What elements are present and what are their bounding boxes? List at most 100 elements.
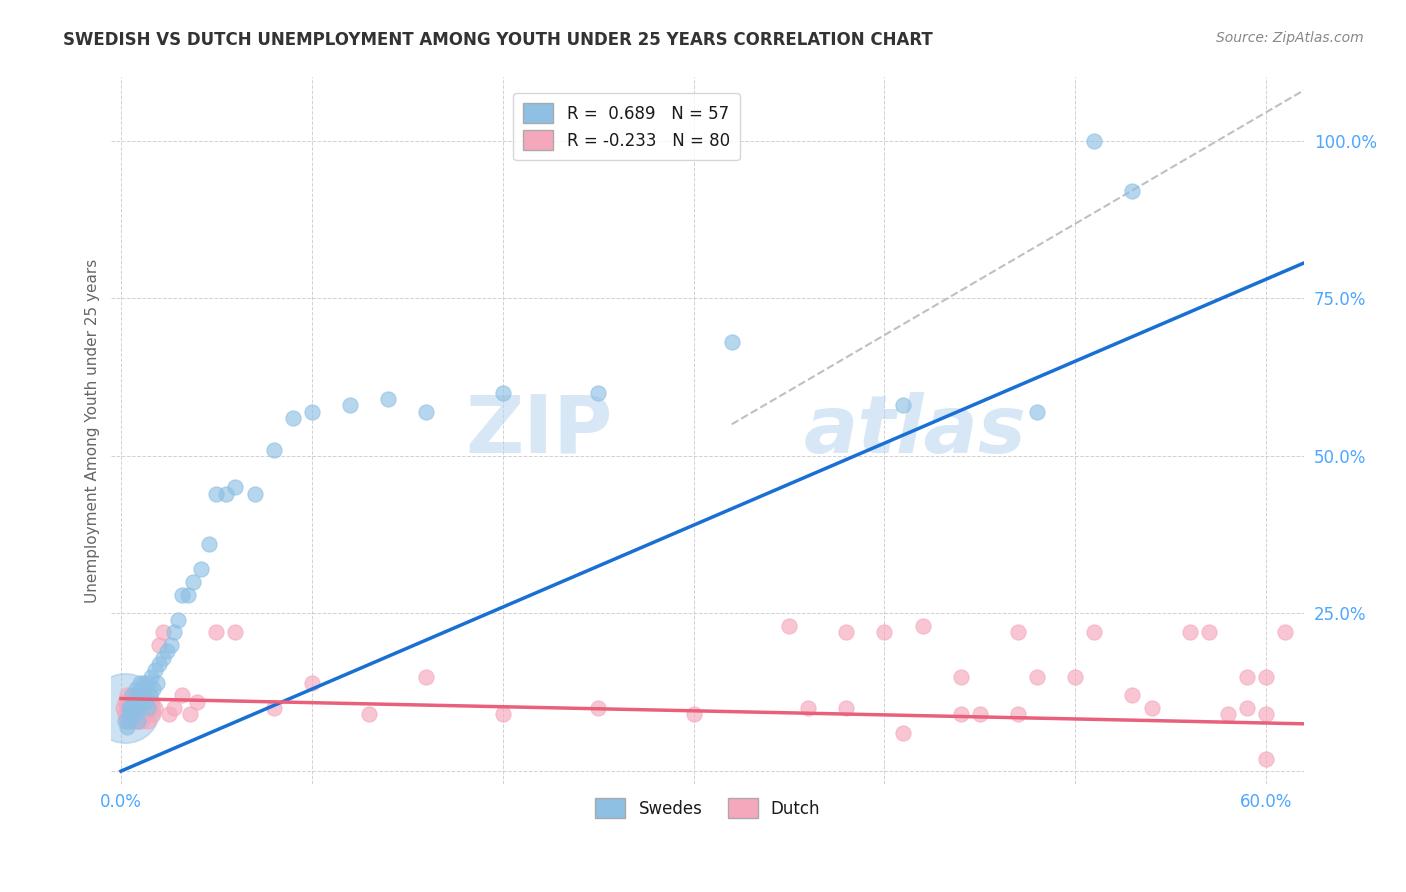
- Point: [339, 398, 361, 412]
- Point: [1026, 669, 1049, 683]
- Point: [124, 695, 146, 709]
- Point: [835, 701, 858, 715]
- Point: [157, 707, 180, 722]
- Point: [281, 411, 304, 425]
- Point: [148, 638, 170, 652]
- Point: [124, 707, 146, 722]
- Point: [835, 625, 858, 640]
- Point: [117, 695, 139, 709]
- Point: [121, 707, 143, 722]
- Point: [129, 689, 152, 703]
- Point: [127, 707, 149, 722]
- Point: [135, 695, 157, 709]
- Point: [115, 720, 138, 734]
- Point: [1064, 669, 1087, 683]
- Point: [969, 707, 991, 722]
- Point: [205, 625, 228, 640]
- Point: [114, 707, 136, 722]
- Text: SWEDISH VS DUTCH UNEMPLOYMENT AMONG YOUTH UNDER 25 YEARS CORRELATION CHART: SWEDISH VS DUTCH UNEMPLOYMENT AMONG YOUT…: [63, 31, 934, 49]
- Point: [377, 392, 399, 406]
- Point: [120, 714, 142, 728]
- Point: [129, 701, 152, 715]
- Point: [114, 695, 136, 709]
- Point: [142, 682, 165, 697]
- Point: [121, 714, 143, 728]
- Point: [179, 707, 201, 722]
- Point: [1007, 707, 1029, 722]
- Point: [135, 707, 157, 722]
- Point: [141, 695, 163, 709]
- Point: [1007, 625, 1029, 640]
- Point: [224, 625, 246, 640]
- Point: [163, 701, 186, 715]
- Point: [197, 537, 219, 551]
- Point: [125, 682, 148, 697]
- Point: [143, 701, 166, 715]
- Point: [152, 650, 174, 665]
- Point: [117, 707, 139, 722]
- Point: [1254, 669, 1277, 683]
- Point: [117, 707, 139, 722]
- Point: [132, 701, 155, 715]
- Point: [1083, 625, 1105, 640]
- Point: [120, 714, 142, 728]
- Point: [190, 562, 212, 576]
- Point: [115, 689, 138, 703]
- Point: [415, 405, 437, 419]
- Point: [177, 588, 200, 602]
- Point: [125, 701, 148, 715]
- Point: [148, 657, 170, 671]
- Point: [132, 689, 155, 703]
- Point: [224, 480, 246, 494]
- Point: [135, 682, 157, 697]
- Point: [127, 689, 149, 703]
- Point: [797, 701, 820, 715]
- Point: [263, 442, 285, 457]
- Point: [586, 701, 609, 715]
- Text: atlas: atlas: [803, 392, 1026, 469]
- Point: [121, 689, 143, 703]
- Point: [120, 695, 142, 709]
- Point: [170, 689, 193, 703]
- Point: [949, 669, 972, 683]
- Point: [170, 588, 193, 602]
- Point: [138, 689, 160, 703]
- Point: [1274, 625, 1296, 640]
- Point: [129, 707, 152, 722]
- Point: [159, 638, 181, 652]
- Point: [682, 707, 704, 722]
- Point: [720, 335, 742, 350]
- Point: [121, 707, 143, 722]
- Point: [125, 689, 148, 703]
- Point: [131, 714, 153, 728]
- Point: [778, 619, 800, 633]
- Point: [127, 695, 149, 709]
- Point: [132, 689, 155, 703]
- Point: [124, 695, 146, 709]
- Point: [129, 676, 152, 690]
- Point: [121, 689, 143, 703]
- Point: [135, 695, 157, 709]
- Point: [129, 701, 152, 715]
- Point: [131, 695, 153, 709]
- Point: [1121, 689, 1143, 703]
- Point: [120, 701, 142, 715]
- Point: [1140, 701, 1163, 715]
- Point: [301, 405, 323, 419]
- Point: [156, 644, 179, 658]
- Text: ZIP: ZIP: [465, 392, 613, 469]
- Point: [205, 486, 228, 500]
- Point: [136, 701, 159, 715]
- Point: [125, 707, 148, 722]
- Point: [136, 714, 159, 728]
- Point: [114, 701, 136, 715]
- Point: [492, 707, 515, 722]
- Point: [143, 663, 166, 677]
- Point: [152, 625, 174, 640]
- Point: [415, 669, 437, 683]
- Legend: Swedes, Dutch: Swedes, Dutch: [589, 791, 827, 825]
- Point: [111, 701, 134, 715]
- Point: [1236, 669, 1258, 683]
- Point: [1254, 707, 1277, 722]
- Point: [114, 714, 136, 728]
